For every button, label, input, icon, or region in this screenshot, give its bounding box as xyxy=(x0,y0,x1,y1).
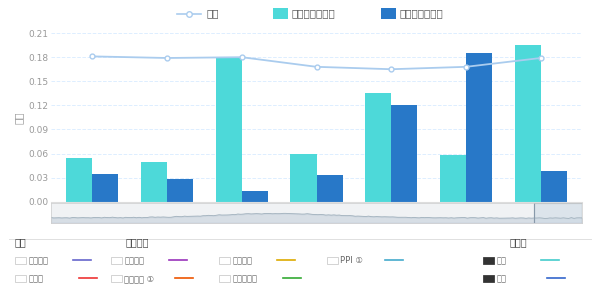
Bar xyxy=(515,45,541,202)
Text: 交易数量 ①: 交易数量 ① xyxy=(124,274,154,283)
Bar xyxy=(534,203,582,223)
Bar xyxy=(111,257,122,264)
Bar xyxy=(483,257,494,264)
Bar xyxy=(365,93,391,202)
Bar xyxy=(141,162,167,202)
Bar xyxy=(483,257,494,264)
Bar xyxy=(215,57,242,202)
Bar xyxy=(466,53,492,202)
Bar xyxy=(15,257,26,264)
Text: 转出交易所数量: 转出交易所数量 xyxy=(399,8,443,19)
Text: 转入交易所数量: 转入交易所数量 xyxy=(291,8,335,19)
Bar xyxy=(381,8,396,19)
Bar xyxy=(111,275,122,282)
Text: 充币: 充币 xyxy=(496,256,506,265)
Text: 价格: 价格 xyxy=(207,8,220,19)
Bar xyxy=(391,105,418,202)
Bar xyxy=(92,174,118,202)
Bar xyxy=(483,275,494,282)
Text: 链上数据: 链上数据 xyxy=(126,237,149,247)
Bar xyxy=(317,175,343,202)
Bar xyxy=(15,275,26,282)
Text: 交易额: 交易额 xyxy=(28,274,43,283)
Bar xyxy=(66,157,92,202)
Bar xyxy=(242,191,268,202)
Text: 提币: 提币 xyxy=(496,274,506,283)
Text: 交易笔数: 交易笔数 xyxy=(124,256,144,265)
Bar xyxy=(327,257,338,264)
Bar xyxy=(440,155,466,202)
Y-axis label: 价格: 价格 xyxy=(14,111,24,124)
Bar xyxy=(167,179,193,202)
Bar xyxy=(541,171,567,202)
Bar xyxy=(219,257,230,264)
Text: 日活账户: 日活账户 xyxy=(232,256,252,265)
Bar xyxy=(273,8,288,19)
Text: 日新增账户: 日新增账户 xyxy=(232,274,257,283)
Bar xyxy=(290,154,317,202)
Bar xyxy=(483,275,494,282)
Text: PPI ①: PPI ① xyxy=(340,256,363,265)
Bar xyxy=(219,275,230,282)
Text: 金融: 金融 xyxy=(15,237,27,247)
Text: 交易所: 交易所 xyxy=(510,237,527,247)
Text: 流通市値: 流通市値 xyxy=(28,256,48,265)
